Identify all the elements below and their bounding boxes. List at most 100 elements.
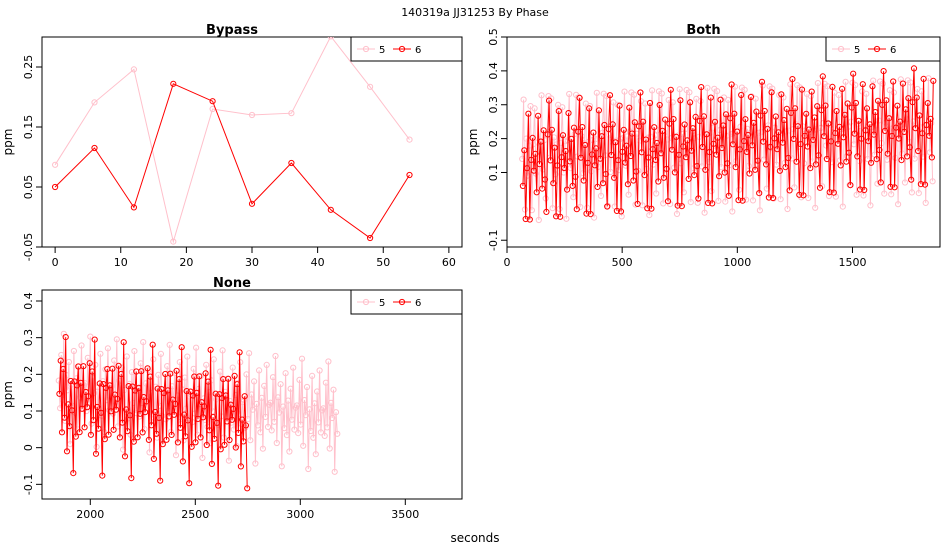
none-series-6-point [236,349,243,356]
both-series-6-point [879,101,886,109]
both-series-6-point [660,174,667,181]
bypass-series-6-point [327,206,334,213]
none-series-5-point [184,353,191,360]
both-series-6-point [521,147,528,154]
both-series-6-point [685,175,692,182]
none-series-6-line [58,337,248,489]
both-series-6-point [594,183,601,190]
both-series-6-point [786,187,793,194]
bypass-legend-marker-5 [362,45,370,53]
both-series-5-point [653,190,660,197]
none-series-6-point [60,365,67,373]
both-series-6-point [550,180,557,187]
both-series-5-point [722,198,729,205]
both-ylabel: ppm [466,129,480,156]
both-series-6-point [602,171,609,178]
both-series-6-point [924,100,931,107]
none-series-6-point [231,372,238,379]
none-series-6-point [217,446,224,453]
both-series-6-point [923,121,930,129]
none-series-5-point [305,465,312,473]
none-series-6-point [225,375,232,382]
none-series-6-point [182,433,189,440]
bypass-series-5-point [327,37,334,40]
both-series-6-point [866,121,873,128]
none-series-5-point [281,425,288,432]
none-series-6-point [230,405,237,412]
none-series-5-point [97,350,104,357]
both-series-6-point [886,115,893,122]
none-series-6-point [56,390,63,397]
both-series-6-point [695,195,702,202]
both-series-6-point [797,141,804,148]
both-series-6-point [756,190,763,197]
both-series-6-point [819,73,826,80]
both-series-6-point [834,140,842,147]
both-series-6-point [554,162,561,169]
both-series-6-point [555,108,562,115]
both-series-6-point [535,112,542,119]
both-series-6-point [714,134,721,141]
both-series-5-point [788,155,795,162]
both-series-6-point [895,135,902,142]
both-series-6-point [774,146,781,153]
none-ylabel: ppm [1,381,15,408]
none-series-6-point [197,434,204,441]
none-series-6-point [92,450,100,457]
none-series-6-point [203,441,210,449]
both-series-6-point [526,216,533,223]
both-series-6-point [653,139,661,147]
both-series-6-point [863,105,871,112]
both-legend-marker-5 [837,45,845,53]
both-series-6-point [845,149,853,156]
both-series-5-point [559,104,566,111]
none-series-6-point [147,373,154,380]
none-series-6-point [239,416,246,423]
none-series-5-point [70,347,78,355]
both-series-5-point [870,77,877,84]
both-series-6-point [862,127,869,134]
none-series-6-point [205,378,212,385]
bypass-series-6-point [170,80,177,87]
none-series-5-point [225,457,232,464]
none-xtick-label: 2000 [76,508,104,521]
both-series-6-point [642,136,650,143]
both-series-6-point [576,94,583,102]
both-series-6-point [638,149,645,156]
none-series-5-point [315,419,322,426]
none-series-5-point [140,339,147,346]
bypass-series-6-point [209,98,216,105]
none-series-6-point [142,409,149,416]
both-series-6-point [537,138,545,145]
none-series-6-point [155,414,163,421]
none-series-5-point [278,463,285,470]
both-series-6-point [575,128,582,135]
none-series-6-point [116,434,124,441]
both-series-6-point [605,125,612,133]
both-series-6-point [568,135,575,142]
none-series-5-point [120,446,127,453]
none-series-5-point [324,424,331,431]
both-series-6-point [902,106,909,113]
both-series-6-point [633,168,640,175]
both-series-6-point [818,107,825,114]
both-series-5-point [769,85,776,92]
none-series-6-point [192,439,199,446]
none-series-5-point [274,394,282,401]
both-series-6-point [917,181,925,188]
both-series-5-point [749,197,757,204]
none-series-5-point [146,449,153,456]
both-series-6-point [566,158,574,165]
both-series-6-point [927,115,934,123]
both-series-6-point [888,132,896,140]
both-series-5-point [591,214,598,221]
figure-title: 140319a JJ31253 By Phase [401,6,549,19]
none-series-5-point [325,358,332,365]
both-series-6-point [608,151,615,159]
none-series-6-point [110,426,117,433]
panel-bypass: Bypass ppm 0 10 20 30 40 50 60 -0.05 0.05 0.15 0.25 5… [1,23,463,269]
bypass-series-5-point [288,110,295,117]
both-series-6-point [656,101,663,109]
none-series-5-point [322,379,329,386]
none-series-6-point [106,382,113,389]
